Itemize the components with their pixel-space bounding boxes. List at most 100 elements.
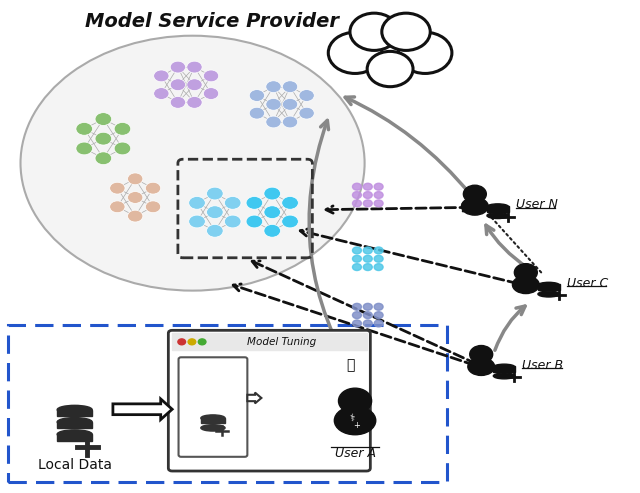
Circle shape bbox=[255, 404, 271, 416]
Bar bbox=[172, 333, 367, 351]
Circle shape bbox=[255, 386, 271, 398]
Circle shape bbox=[154, 88, 169, 100]
Circle shape bbox=[109, 201, 125, 212]
Ellipse shape bbox=[201, 424, 225, 431]
Circle shape bbox=[289, 386, 304, 398]
Bar bbox=[201, 418, 225, 423]
Circle shape bbox=[282, 215, 298, 228]
Circle shape bbox=[364, 264, 372, 271]
Circle shape bbox=[299, 90, 314, 102]
Circle shape bbox=[470, 346, 493, 363]
Circle shape bbox=[515, 264, 538, 282]
Circle shape bbox=[264, 206, 280, 218]
Circle shape bbox=[374, 200, 383, 207]
Ellipse shape bbox=[538, 291, 559, 297]
Circle shape bbox=[374, 255, 383, 262]
Ellipse shape bbox=[493, 373, 515, 379]
Circle shape bbox=[289, 386, 304, 398]
Circle shape bbox=[364, 320, 372, 327]
Circle shape bbox=[198, 388, 210, 397]
Ellipse shape bbox=[487, 204, 509, 210]
Circle shape bbox=[364, 303, 372, 310]
Circle shape bbox=[170, 79, 186, 91]
Ellipse shape bbox=[461, 198, 488, 215]
Circle shape bbox=[188, 339, 196, 345]
Circle shape bbox=[353, 200, 362, 207]
Text: Local Data: Local Data bbox=[38, 458, 111, 472]
Circle shape bbox=[204, 88, 219, 100]
Circle shape bbox=[364, 312, 372, 318]
Circle shape bbox=[355, 19, 425, 72]
Circle shape bbox=[95, 132, 111, 145]
Circle shape bbox=[374, 303, 383, 310]
Circle shape bbox=[114, 122, 131, 135]
Circle shape bbox=[109, 182, 125, 194]
Circle shape bbox=[95, 113, 111, 125]
Circle shape bbox=[364, 183, 372, 190]
Circle shape bbox=[210, 375, 221, 383]
Circle shape bbox=[353, 303, 362, 310]
Text: ⚕: ⚕ bbox=[349, 413, 355, 423]
Circle shape bbox=[272, 377, 287, 389]
Text: User C: User C bbox=[566, 277, 608, 290]
FancyArrow shape bbox=[247, 392, 261, 403]
Circle shape bbox=[282, 81, 298, 93]
Circle shape bbox=[350, 13, 398, 50]
Circle shape bbox=[145, 182, 161, 194]
Text: Model Tuning: Model Tuning bbox=[248, 337, 317, 347]
Ellipse shape bbox=[57, 430, 92, 439]
FancyBboxPatch shape bbox=[179, 357, 247, 457]
Circle shape bbox=[299, 107, 314, 119]
FancyArrow shape bbox=[113, 399, 172, 420]
Bar bbox=[57, 434, 92, 441]
Bar bbox=[57, 422, 92, 428]
Circle shape bbox=[282, 197, 298, 209]
Circle shape bbox=[198, 339, 206, 345]
Ellipse shape bbox=[20, 35, 365, 290]
Ellipse shape bbox=[487, 212, 509, 218]
Ellipse shape bbox=[334, 406, 376, 435]
Circle shape bbox=[246, 197, 262, 209]
Circle shape bbox=[266, 99, 281, 110]
Circle shape bbox=[353, 192, 362, 199]
Circle shape bbox=[255, 386, 271, 398]
Circle shape bbox=[76, 142, 93, 155]
Circle shape bbox=[154, 70, 169, 82]
Circle shape bbox=[76, 122, 93, 135]
Circle shape bbox=[374, 264, 383, 271]
Ellipse shape bbox=[57, 418, 92, 426]
Ellipse shape bbox=[468, 358, 495, 376]
Text: 🔒: 🔒 bbox=[346, 358, 355, 372]
Circle shape bbox=[382, 13, 430, 50]
Circle shape bbox=[127, 173, 143, 185]
Circle shape bbox=[249, 90, 264, 102]
Bar bbox=[487, 206, 509, 211]
Circle shape bbox=[398, 32, 452, 73]
Circle shape bbox=[114, 142, 131, 155]
Bar bbox=[57, 410, 92, 416]
Circle shape bbox=[367, 51, 413, 87]
Text: User B: User B bbox=[522, 358, 563, 372]
FancyBboxPatch shape bbox=[8, 325, 447, 482]
Circle shape bbox=[187, 97, 202, 108]
Circle shape bbox=[225, 197, 241, 209]
Circle shape bbox=[210, 388, 221, 397]
Circle shape bbox=[225, 215, 241, 228]
Circle shape bbox=[374, 183, 383, 190]
Ellipse shape bbox=[493, 364, 515, 370]
Circle shape bbox=[353, 183, 362, 190]
Text: +: + bbox=[353, 421, 360, 430]
Circle shape bbox=[95, 152, 111, 165]
Circle shape bbox=[266, 81, 281, 93]
Circle shape bbox=[364, 192, 372, 199]
Circle shape bbox=[246, 215, 262, 228]
Circle shape bbox=[364, 247, 372, 254]
Circle shape bbox=[463, 185, 486, 203]
Ellipse shape bbox=[57, 405, 92, 414]
Circle shape bbox=[264, 224, 280, 237]
Circle shape bbox=[204, 70, 219, 82]
Circle shape bbox=[374, 192, 383, 199]
Circle shape bbox=[266, 116, 281, 128]
Text: User A: User A bbox=[335, 448, 376, 460]
Circle shape bbox=[189, 197, 205, 209]
